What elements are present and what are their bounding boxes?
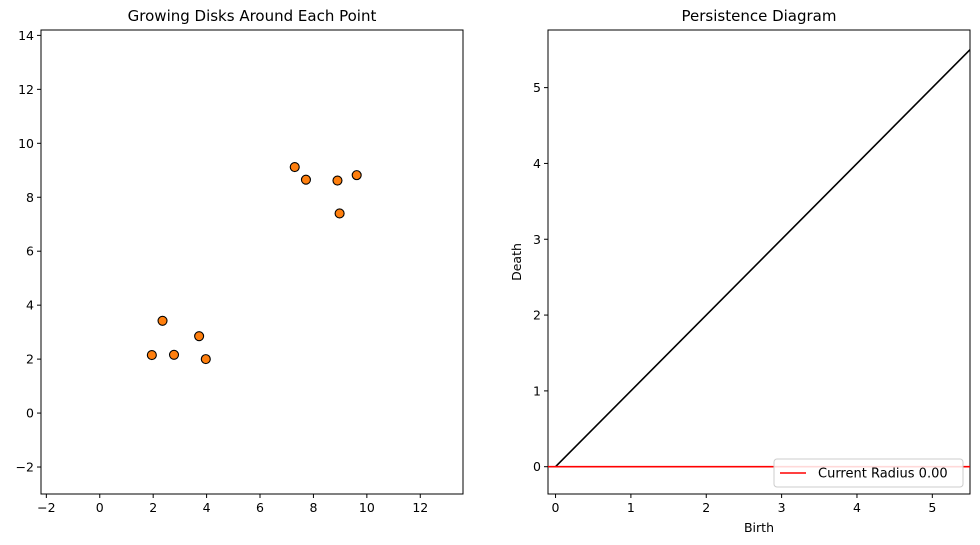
scatter-y-tick-label: 8 xyxy=(26,190,34,205)
scatter-panel: Growing Disks Around Each Point −2 0 2 4 6 8 1… xyxy=(16,7,464,515)
scatter-y-tick-label: 4 xyxy=(26,298,34,313)
persistence-y-axis-label: Death xyxy=(509,243,524,281)
scatter-y-tick-label: 0 xyxy=(26,406,34,421)
scatter-point xyxy=(332,175,343,186)
legend-label: Current Radius 0.00 xyxy=(818,467,948,482)
scatter-x-tick-label: 12 xyxy=(412,500,428,515)
scatter-point xyxy=(200,354,211,365)
scatter-point xyxy=(289,161,300,173)
persistence-x-ticks: 0 1 2 3 4 5 xyxy=(552,494,936,515)
persistence-x-tick-label: 3 xyxy=(778,500,786,515)
persistence-y-tick-label: 2 xyxy=(533,308,541,323)
persistence-title: Persistence Diagram xyxy=(682,7,837,25)
scatter-plot-frame xyxy=(40,29,464,495)
scatter-x-tick-label: 4 xyxy=(203,500,211,515)
scatter-y-tick-label: 12 xyxy=(18,82,34,97)
persistence-x-axis-label: Birth xyxy=(744,520,774,535)
persistence-y-ticks: 0 1 2 3 4 5 xyxy=(533,80,548,474)
scatter-y-tick-label: 2 xyxy=(26,352,34,367)
scatter-y-tick-label: 14 xyxy=(18,28,34,43)
persistence-x-tick-label: 5 xyxy=(928,500,936,515)
scatter-x-tick-label: 8 xyxy=(309,500,317,515)
persistence-x-tick-label: 1 xyxy=(627,500,635,515)
scatter-point xyxy=(351,170,362,181)
persistence-y-tick-label: 3 xyxy=(533,232,541,247)
scatter-point xyxy=(168,349,180,360)
scatter-x-tick-label: 2 xyxy=(149,500,157,515)
scatter-x-tick-label: 6 xyxy=(256,500,264,515)
scatter-x-tick-label: −2 xyxy=(37,500,55,515)
scatter-y-tick-label: 6 xyxy=(26,244,34,259)
scatter-point xyxy=(334,208,345,219)
persistence-y-tick-label: 4 xyxy=(533,156,541,171)
scatter-x-tick-label: 0 xyxy=(96,500,104,515)
scatter-points xyxy=(146,161,362,365)
scatter-y-tick-label: −2 xyxy=(16,460,34,475)
persistence-diagonal-line xyxy=(554,49,971,468)
persistence-legend: Current Radius 0.00 xyxy=(773,458,964,488)
scatter-point xyxy=(157,315,168,326)
persistence-y-tick-label: 5 xyxy=(533,80,541,95)
persistence-x-tick-label: 2 xyxy=(702,500,710,515)
scatter-title: Growing Disks Around Each Point xyxy=(128,7,377,25)
persistence-y-tick-label: 1 xyxy=(533,383,541,398)
persistence-x-tick-label: 0 xyxy=(552,500,560,515)
scatter-y-ticks: −2 0 2 4 6 8 10 12 14 xyxy=(16,28,41,475)
scatter-point xyxy=(146,350,157,361)
scatter-x-tick-label: 10 xyxy=(359,500,375,515)
scatter-point xyxy=(194,331,205,342)
scatter-point xyxy=(300,174,312,185)
legend-box xyxy=(773,458,964,488)
persistence-y-tick-label: 0 xyxy=(533,459,541,474)
scatter-y-tick-label: 10 xyxy=(18,136,34,151)
persistence-x-tick-label: 4 xyxy=(853,500,861,515)
scatter-x-ticks: −2 0 2 4 6 8 10 12 xyxy=(37,494,428,515)
